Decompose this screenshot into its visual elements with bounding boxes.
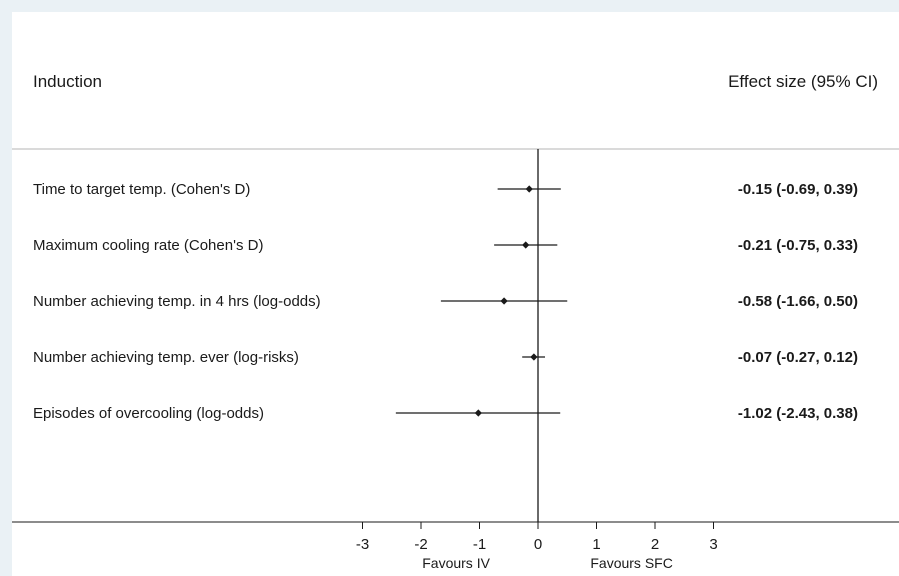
effect-size-label: -0.58 (-1.66, 0.50) bbox=[738, 293, 858, 310]
effect-size-label: -0.15 (-0.69, 0.39) bbox=[738, 181, 858, 198]
x-tick-label: 0 bbox=[534, 536, 542, 553]
label-column-header: Induction bbox=[33, 72, 102, 91]
point-estimate-marker bbox=[530, 353, 538, 361]
forest-rows: Time to target temp. (Cohen's D) -0.15 (-… bbox=[33, 181, 858, 422]
x-tick-label: -1 bbox=[473, 536, 486, 553]
x-axis-ticks: -3 -2 -1 0 1 2 3 bbox=[356, 522, 718, 553]
row-label: Number achieving temp. ever (log-risks) bbox=[33, 349, 299, 366]
x-tick-label: 1 bbox=[592, 536, 600, 553]
x-tick-label: 3 bbox=[709, 536, 717, 553]
row-label: Episodes of overcooling (log-odds) bbox=[33, 405, 264, 422]
effect-size-label: -0.07 (-0.27, 0.12) bbox=[738, 349, 858, 366]
effect-size-label: -1.02 (-2.43, 0.38) bbox=[738, 405, 858, 422]
point-estimate-marker bbox=[474, 409, 482, 417]
row-label: Time to target temp. (Cohen's D) bbox=[33, 181, 250, 198]
point-estimate-marker bbox=[522, 241, 530, 249]
x-tick-label: -2 bbox=[414, 536, 427, 553]
favours-left-label: Favours IV bbox=[422, 555, 490, 571]
x-tick-label: -3 bbox=[356, 536, 369, 553]
row-label: Maximum cooling rate (Cohen's D) bbox=[33, 237, 263, 254]
point-estimate-marker bbox=[525, 185, 533, 193]
forest-plot: Induction Effect size (95% CI) Time to t… bbox=[12, 72, 899, 571]
estimate-column-header: Effect size (95% CI) bbox=[728, 72, 878, 91]
x-tick-label: 2 bbox=[651, 536, 659, 553]
row-label: Number achieving temp. in 4 hrs (log-odd… bbox=[33, 293, 321, 310]
forest-plot-panel: Induction Effect size (95% CI) Time to t… bbox=[12, 12, 899, 576]
point-estimate-marker bbox=[500, 297, 508, 305]
favours-right-label: Favours SFC bbox=[590, 555, 672, 571]
effect-size-label: -0.21 (-0.75, 0.33) bbox=[738, 237, 858, 254]
